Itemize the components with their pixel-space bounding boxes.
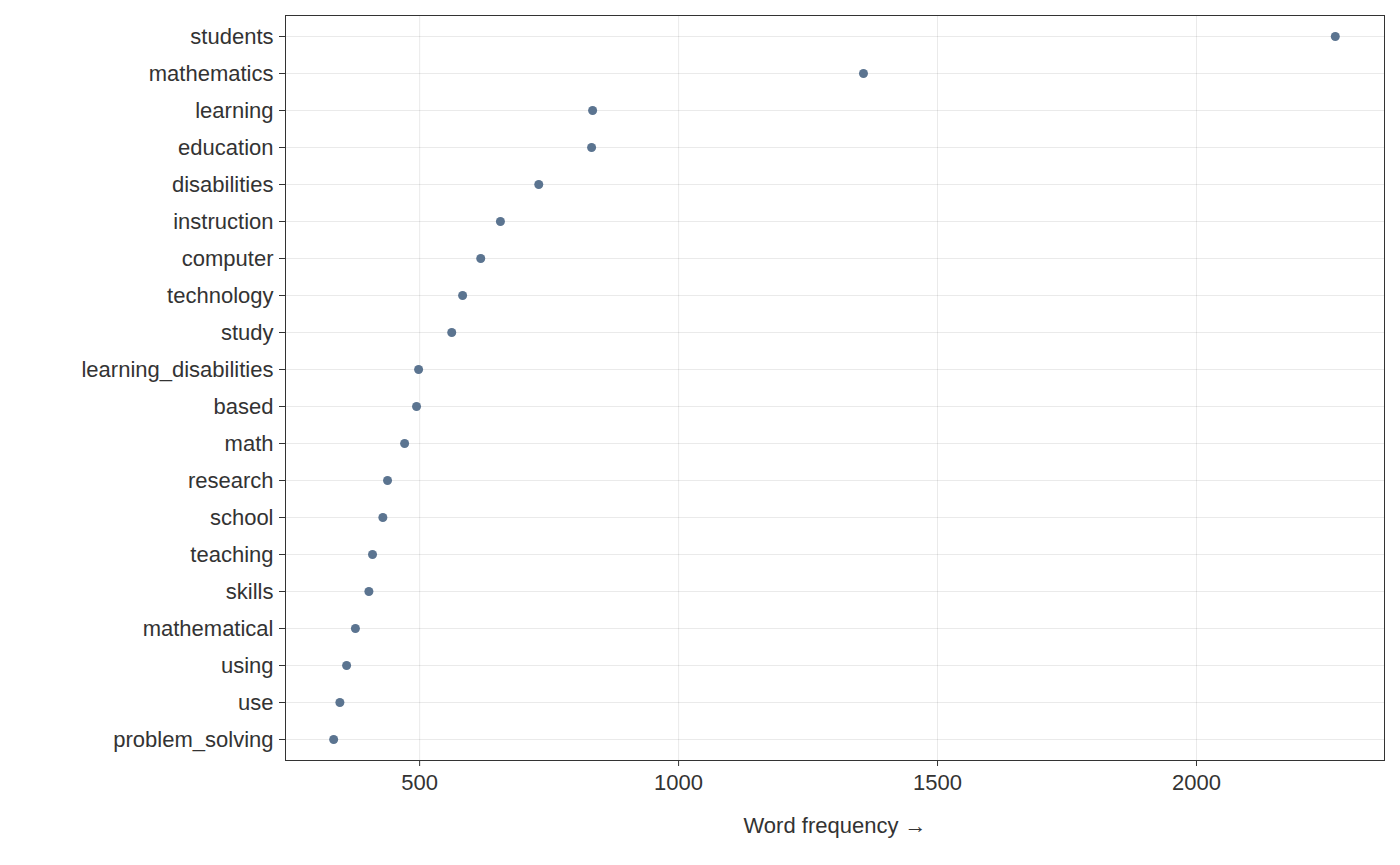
svg-text:1000: 1000 (654, 770, 703, 795)
svg-text:learning: learning (195, 98, 273, 123)
svg-text:school: school (210, 505, 274, 530)
svg-text:education: education (178, 135, 273, 160)
svg-text:students: students (190, 24, 273, 49)
svg-text:using: using (221, 653, 274, 678)
svg-text:technology: technology (167, 283, 273, 308)
svg-text:mathematical: mathematical (143, 616, 274, 641)
svg-text:learning_disabilities: learning_disabilities (81, 357, 273, 382)
svg-text:skills: skills (226, 579, 274, 604)
svg-text:1500: 1500 (913, 770, 962, 795)
svg-text:teaching: teaching (190, 542, 273, 567)
svg-text:instruction: instruction (173, 209, 273, 234)
svg-text:Word frequency →: Word frequency → (743, 813, 926, 838)
svg-text:based: based (214, 394, 274, 419)
svg-text:problem_solving: problem_solving (113, 727, 273, 752)
svg-text:500: 500 (401, 770, 438, 795)
svg-text:research: research (188, 468, 274, 493)
svg-text:computer: computer (182, 246, 274, 271)
svg-text:use: use (238, 690, 273, 715)
svg-text:study: study (221, 320, 274, 345)
svg-text:2000: 2000 (1172, 770, 1221, 795)
svg-text:math: math (225, 431, 274, 456)
svg-text:disabilities: disabilities (172, 172, 274, 197)
svg-text:mathematics: mathematics (149, 61, 274, 86)
